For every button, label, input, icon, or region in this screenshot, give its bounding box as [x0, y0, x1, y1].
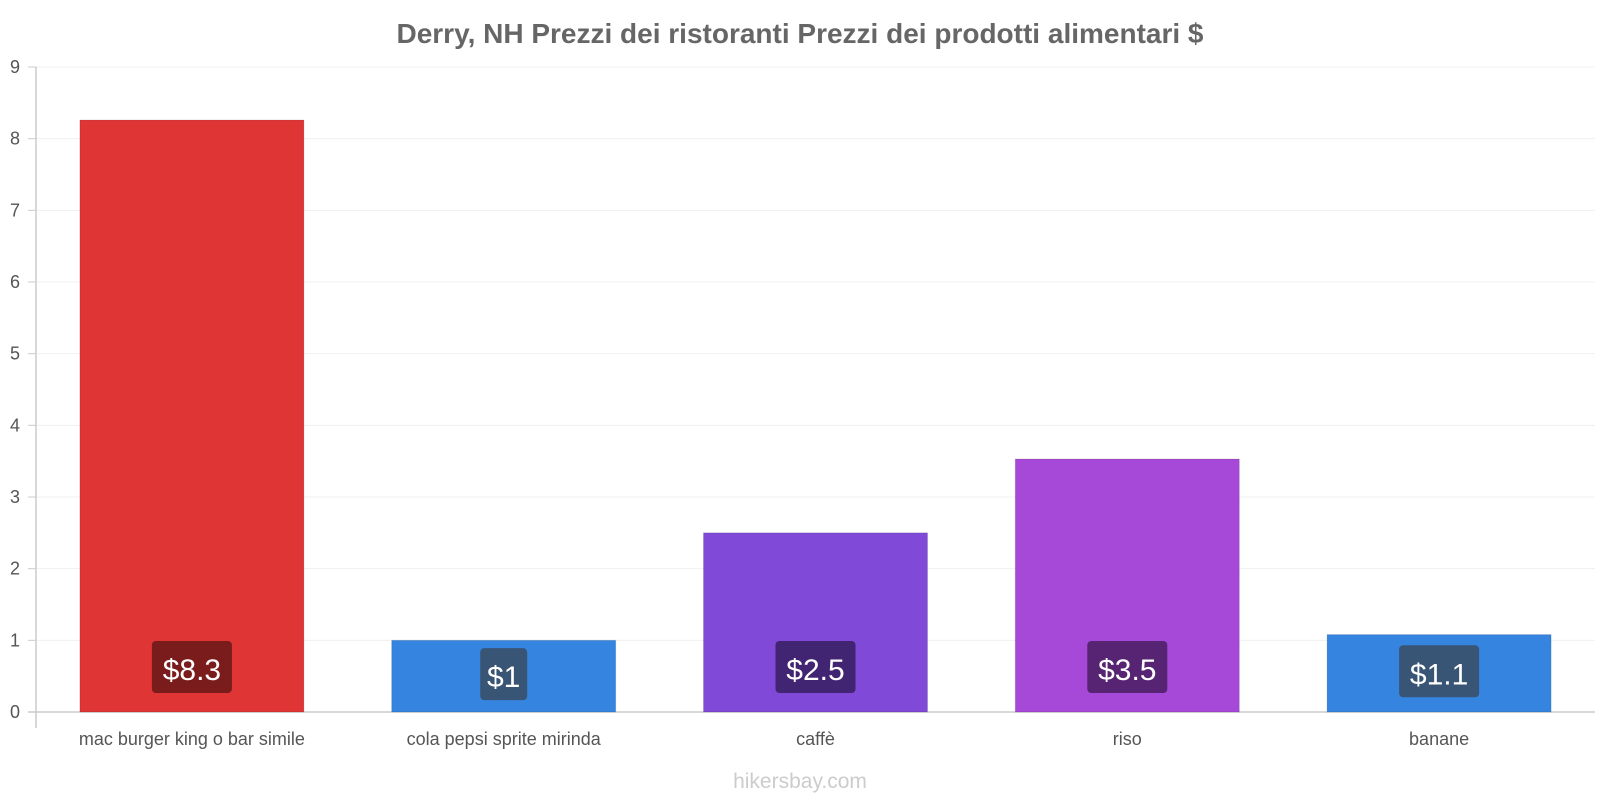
y-tick-label-5: 5 [10, 344, 20, 364]
y-tick-label-0: 0 [10, 702, 20, 722]
x-tick-label-2: caffè [796, 729, 835, 749]
data-label-bg-0 [151, 641, 232, 693]
y-tick-label-1: 1 [10, 630, 20, 650]
data-label-bg-2 [775, 641, 856, 693]
y-tick-label-8: 8 [10, 129, 20, 149]
x-tick-label-1: cola pepsi sprite mirinda [407, 729, 602, 749]
data-label-3: $3.5 [1098, 654, 1156, 687]
chart-title: Derry, NH Prezzi dei ristoranti Prezzi d… [396, 18, 1203, 49]
y-tick-label-9: 9 [10, 57, 20, 77]
data-label-bg-1 [480, 648, 528, 701]
bar-layer [79, 119, 1552, 713]
label-layer: $8.3 $1 $2.5 $3.5 $1.1 [151, 641, 1480, 701]
data-label-0: $8.3 [163, 654, 221, 687]
bar-0 [79, 119, 305, 713]
data-label-bg-4 [1399, 645, 1480, 698]
data-label-1: $1 [487, 661, 520, 694]
x-tick-label-4: banane [1409, 729, 1469, 749]
data-label-2: $2.5 [786, 654, 844, 687]
y-tick-label-2: 2 [10, 559, 20, 579]
data-label-bg-3 [1087, 641, 1168, 693]
data-label-4: $1.1 [1410, 658, 1468, 691]
x-tick-label-3: riso [1113, 729, 1142, 749]
y-tick-label-7: 7 [10, 200, 20, 220]
x-tick-label-0: mac burger king o bar simile [79, 729, 305, 749]
y-tick-label-4: 4 [10, 415, 20, 435]
watermark-text: hikersbay.com [733, 770, 867, 793]
y-tick-label-3: 3 [10, 487, 20, 507]
y-tick-label-6: 6 [10, 272, 20, 292]
x-tick-layer: mac burger king o bar simile cola pepsi s… [79, 729, 1469, 749]
